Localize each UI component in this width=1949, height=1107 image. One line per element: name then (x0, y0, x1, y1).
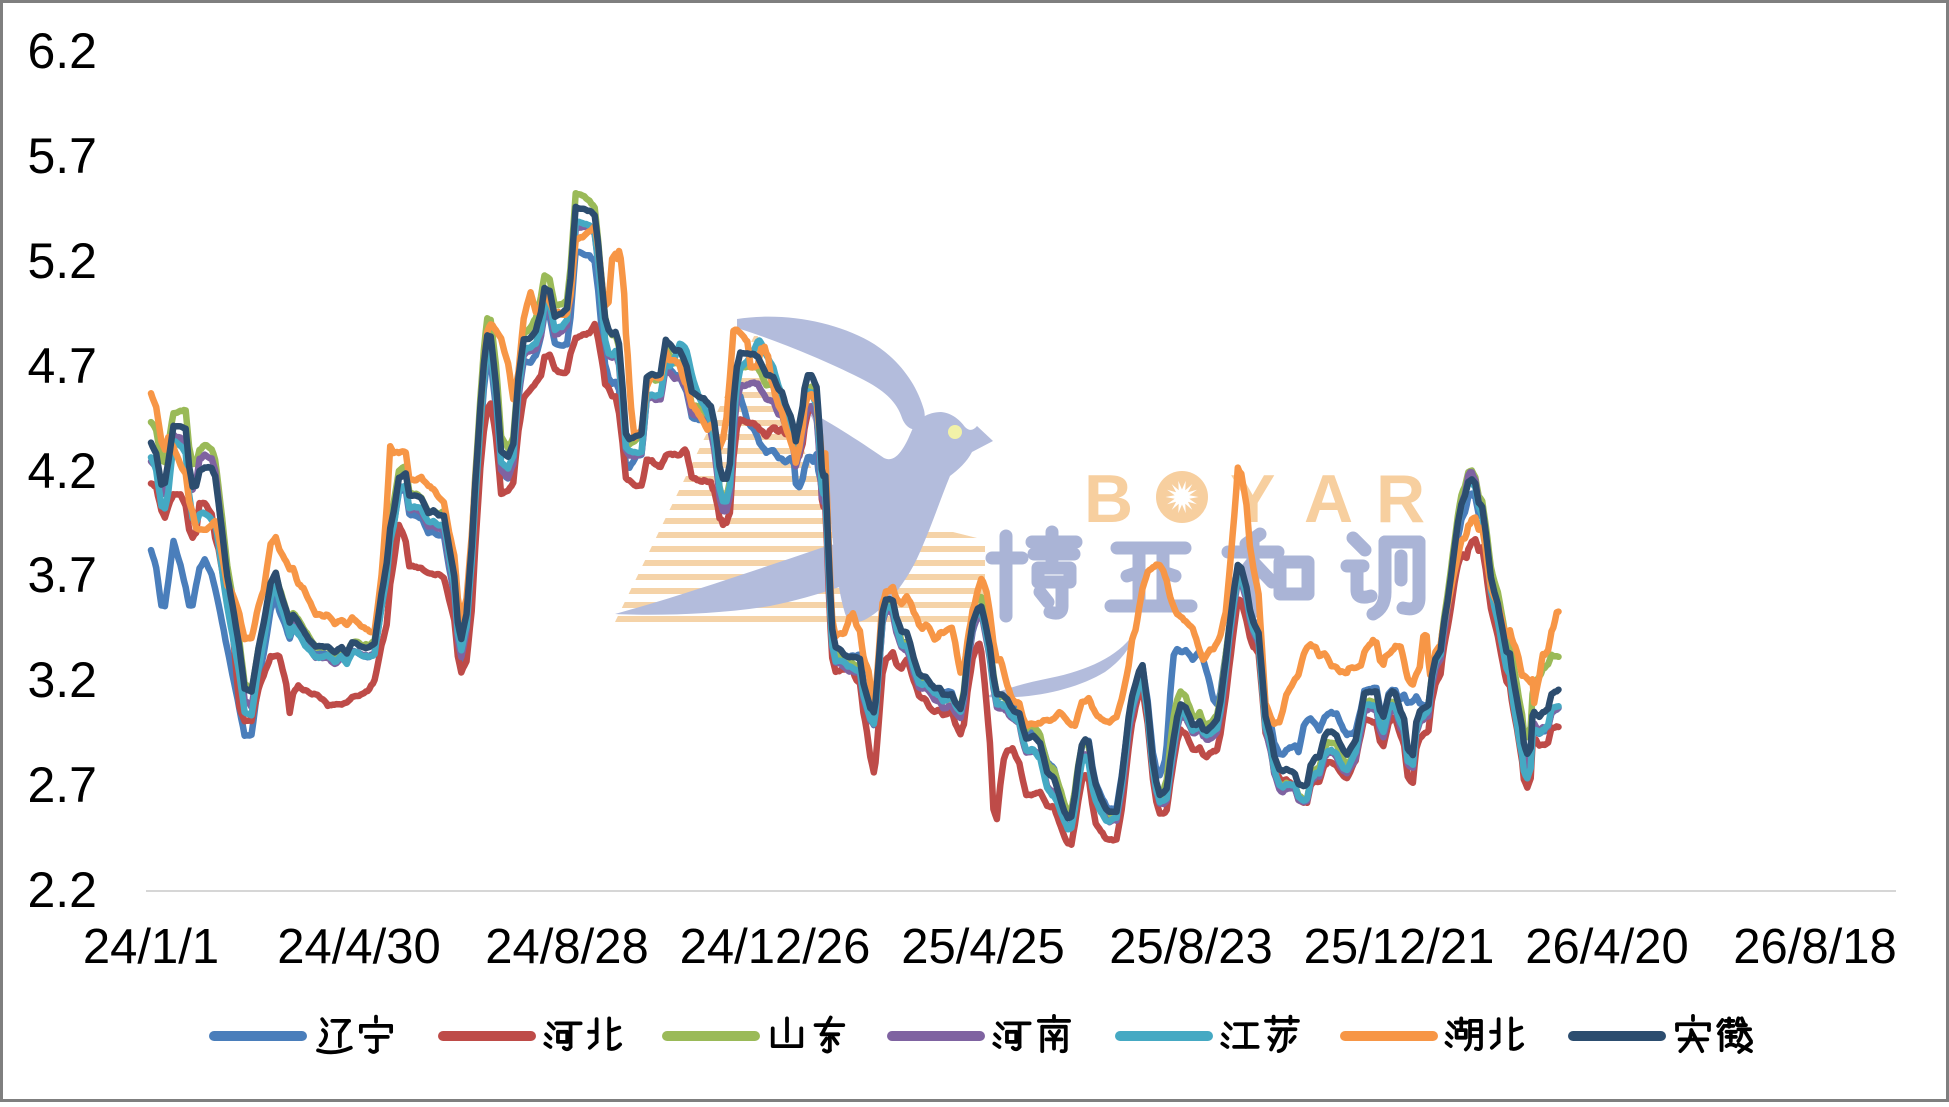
svg-text:3.2: 3.2 (27, 652, 97, 708)
svg-text:2.2: 2.2 (27, 862, 97, 918)
svg-text:25/12/21: 25/12/21 (1304, 920, 1495, 974)
svg-text:4.7: 4.7 (27, 338, 97, 394)
svg-text:26/4/20: 26/4/20 (1525, 920, 1689, 974)
svg-text:24/8/28: 24/8/28 (485, 920, 649, 974)
svg-text:2.7: 2.7 (27, 757, 97, 813)
svg-text:26/8/18: 26/8/18 (1733, 920, 1897, 974)
svg-text:24/4/30: 24/4/30 (277, 920, 441, 974)
svg-text:B: B (1084, 461, 1133, 537)
svg-text:5.7: 5.7 (27, 128, 97, 184)
svg-text:R: R (1376, 461, 1425, 537)
svg-text:6.2: 6.2 (27, 23, 97, 79)
svg-text:4.2: 4.2 (27, 443, 97, 499)
svg-text:3.7: 3.7 (27, 547, 97, 603)
svg-text:A: A (1304, 461, 1353, 537)
svg-text:5.2: 5.2 (27, 233, 97, 289)
svg-text:25/4/25: 25/4/25 (901, 920, 1065, 974)
svg-text:25/8/23: 25/8/23 (1109, 920, 1273, 974)
svg-text:24/12/26: 24/12/26 (680, 920, 871, 974)
svg-text:24/1/1: 24/1/1 (83, 920, 219, 974)
